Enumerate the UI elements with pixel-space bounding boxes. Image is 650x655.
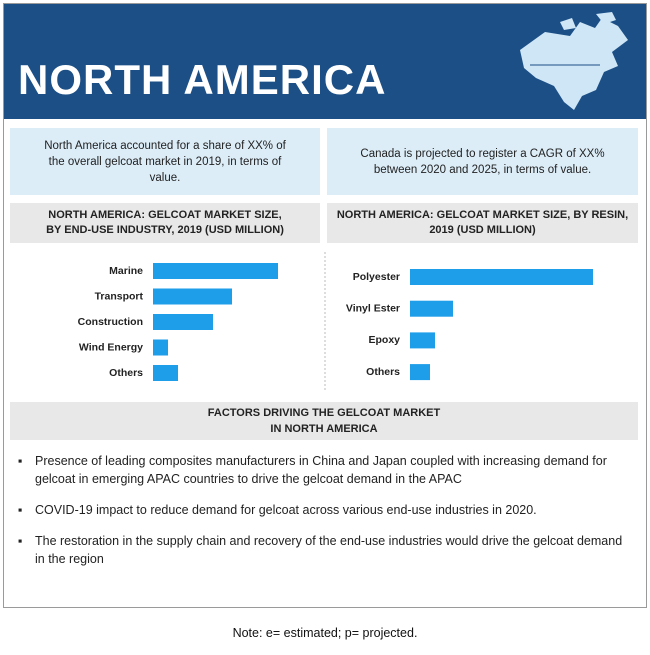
chart: Marine Transport Construction Wind Energy Ot… — [78, 263, 278, 381]
y-tick-label: Polyester — [353, 271, 400, 283]
bar — [410, 300, 453, 317]
bar — [153, 314, 213, 330]
callout: Canada is projected to register a CAGR o… — [327, 128, 638, 195]
factor-list: Presence of leading composites manufactu… — [18, 452, 628, 581]
y-tick-label: Others — [109, 367, 143, 379]
y-tick-label: Epoxy — [368, 334, 400, 346]
factor-item: Presence of leading composites manufactu… — [18, 452, 628, 488]
factor-item: COVID-19 impact to reduce demand for gel… — [18, 501, 628, 519]
chart: Polyester Vinyl Ester Epoxy Others — [346, 269, 593, 381]
y-tick-label: Marine — [109, 265, 143, 277]
y-tick-label: Transport — [95, 290, 144, 302]
bar — [410, 269, 593, 285]
y-tick-label: Construction — [78, 316, 143, 328]
factor-item: The restoration in the supply chain and … — [18, 532, 628, 568]
y-tick-label: Wind Energy — [79, 341, 143, 353]
chart-title: NORTH AMERICA: GELCOAT MARKET SIZE, BY E… — [10, 203, 320, 243]
y-tick-label: Others — [366, 366, 400, 378]
y-tick-label: Vinyl Ester — [346, 302, 400, 314]
map-icon — [520, 12, 628, 110]
note: Note: e= estimated; p= projected. — [232, 626, 418, 640]
callout: North America accounted for a share of X… — [10, 128, 320, 195]
bar — [410, 332, 435, 349]
bar — [153, 339, 168, 356]
separator — [324, 252, 326, 392]
bar — [153, 288, 232, 305]
factors-title: FACTORS DRIVING THE GELCOAT MARKET IN NO… — [10, 402, 638, 440]
bar — [153, 365, 178, 381]
title: NORTH AMERICA — [18, 56, 387, 103]
chart-title: NORTH AMERICA: GELCOAT MARKET SIZE, BY R… — [327, 203, 638, 243]
bar — [410, 364, 430, 381]
bar — [153, 263, 278, 279]
frame — [3, 3, 647, 608]
